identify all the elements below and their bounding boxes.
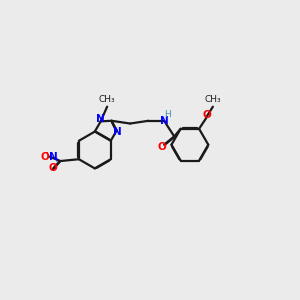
Text: N: N bbox=[96, 114, 105, 124]
Text: N: N bbox=[49, 152, 58, 162]
Text: -: - bbox=[45, 147, 49, 157]
Text: O: O bbox=[49, 164, 58, 173]
Text: +: + bbox=[53, 157, 59, 163]
Text: O: O bbox=[157, 142, 166, 152]
Text: CH₃: CH₃ bbox=[99, 95, 116, 104]
Text: O: O bbox=[40, 152, 50, 162]
Text: N: N bbox=[113, 128, 122, 137]
Text: H: H bbox=[164, 110, 171, 119]
Text: N: N bbox=[160, 116, 169, 126]
Text: CH₃: CH₃ bbox=[205, 95, 221, 104]
Text: O: O bbox=[202, 110, 211, 120]
